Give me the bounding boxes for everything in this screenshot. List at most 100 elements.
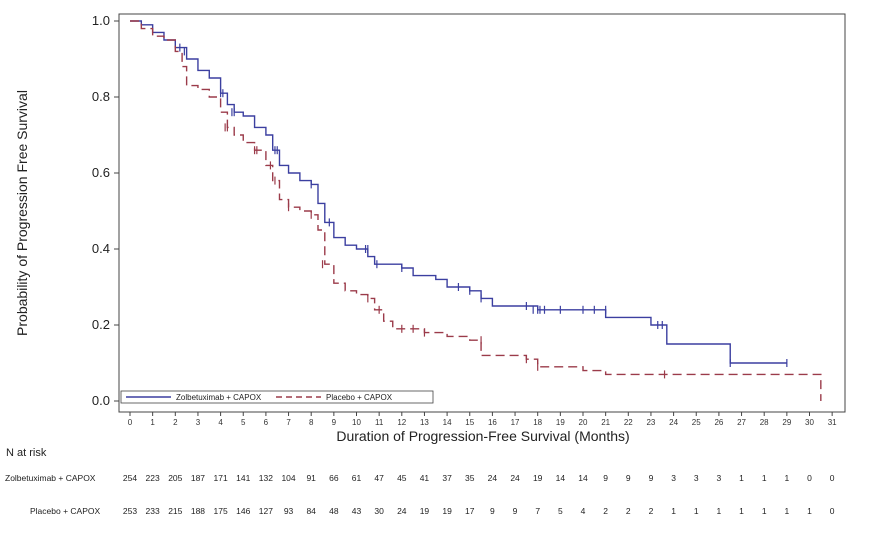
y-tick-label: 0.2 bbox=[92, 317, 110, 332]
y-tick-label: 0.0 bbox=[92, 393, 110, 408]
legend: Zolbetuximab + CAPOX Placebo + CAPOX bbox=[120, 390, 434, 404]
x-tick-label: 28 bbox=[760, 418, 769, 427]
risk-count: 3 bbox=[717, 473, 722, 483]
risk-count: 205 bbox=[168, 473, 182, 483]
x-axis-title: Duration of Progression-Free Survival (M… bbox=[336, 428, 629, 444]
y-tick-label: 0.6 bbox=[92, 165, 110, 180]
risk-count: 30 bbox=[374, 506, 384, 516]
x-tick-label: 2 bbox=[173, 418, 178, 427]
risk-count: 1 bbox=[671, 506, 676, 516]
y-axis-title: Probability of Progression Free Survival bbox=[14, 90, 30, 336]
risk-table-title: N at risk bbox=[6, 447, 47, 459]
risk-count: 254 bbox=[123, 473, 137, 483]
risk-count: 35 bbox=[465, 473, 475, 483]
risk-count: 9 bbox=[490, 506, 495, 516]
x-tick-label: 16 bbox=[488, 418, 497, 427]
risk-count: 0 bbox=[830, 473, 835, 483]
risk-count: 17 bbox=[465, 506, 475, 516]
curves bbox=[130, 20, 822, 401]
risk-count: 127 bbox=[259, 506, 273, 516]
x-tick-label: 15 bbox=[465, 418, 474, 427]
x-tick-label: 22 bbox=[624, 418, 633, 427]
risk-count: 1 bbox=[784, 473, 789, 483]
risk-row-label: Zolbetuximab + CAPOX bbox=[5, 473, 96, 483]
risk-count: 3 bbox=[694, 473, 699, 483]
risk-count: 1 bbox=[762, 506, 767, 516]
risk-count: 1 bbox=[784, 506, 789, 516]
risk-count: 2 bbox=[626, 506, 631, 516]
x-tick-label: 3 bbox=[196, 418, 201, 427]
risk-count: 14 bbox=[556, 473, 566, 483]
risk-count: 93 bbox=[284, 506, 294, 516]
x-tick-label: 14 bbox=[443, 418, 452, 427]
x-tick-label: 7 bbox=[286, 418, 291, 427]
risk-count: 4 bbox=[581, 506, 586, 516]
risk-count: 45 bbox=[397, 473, 407, 483]
risk-count: 9 bbox=[626, 473, 631, 483]
risk-count: 9 bbox=[603, 473, 608, 483]
risk-count: 1 bbox=[807, 506, 812, 516]
x-tick-label: 6 bbox=[264, 418, 269, 427]
x-tick-label: 12 bbox=[397, 418, 406, 427]
x-tick-label: 20 bbox=[579, 418, 588, 427]
risk-table: Zolbetuximab + CAPOX 254 223 205 187 171 141 13… bbox=[5, 473, 835, 516]
x-tick-label: 19 bbox=[556, 418, 565, 427]
risk-count: 146 bbox=[236, 506, 250, 516]
risk-count: 233 bbox=[146, 506, 160, 516]
risk-count: 24 bbox=[488, 473, 498, 483]
risk-count: 132 bbox=[259, 473, 273, 483]
risk-count: 19 bbox=[533, 473, 543, 483]
risk-count: 1 bbox=[739, 506, 744, 516]
risk-count: 14 bbox=[578, 473, 588, 483]
risk-count: 24 bbox=[510, 473, 520, 483]
y-tick-label: 1.0 bbox=[92, 13, 110, 28]
x-tick-label: 9 bbox=[332, 418, 337, 427]
x-tick-label: 23 bbox=[646, 418, 655, 427]
risk-count: 48 bbox=[329, 506, 339, 516]
risk-count: 3 bbox=[671, 473, 676, 483]
risk-count: 187 bbox=[191, 473, 205, 483]
x-tick-label: 29 bbox=[782, 418, 791, 427]
risk-count: 37 bbox=[442, 473, 452, 483]
x-tick-label: 31 bbox=[828, 418, 837, 427]
risk-count: 66 bbox=[329, 473, 339, 483]
risk-count: 2 bbox=[603, 506, 608, 516]
x-tick-label: 25 bbox=[692, 418, 701, 427]
y-tick-label: 0.4 bbox=[92, 241, 110, 256]
risk-count: 9 bbox=[513, 506, 518, 516]
risk-count: 2 bbox=[649, 506, 654, 516]
y-tick-label: 0.8 bbox=[92, 89, 110, 104]
risk-count: 175 bbox=[214, 506, 228, 516]
risk-count: 141 bbox=[236, 473, 250, 483]
risk-count: 43 bbox=[352, 506, 362, 516]
x-tick-label: 4 bbox=[218, 418, 223, 427]
risk-count: 0 bbox=[830, 506, 835, 516]
y-axis: 0.0 0.2 0.4 0.6 0.8 1.0 bbox=[92, 13, 119, 408]
x-tick-label: 24 bbox=[669, 418, 678, 427]
risk-count: 253 bbox=[123, 506, 137, 516]
risk-count: 19 bbox=[442, 506, 452, 516]
risk-count: 1 bbox=[739, 473, 744, 483]
x-tick-label: 13 bbox=[420, 418, 429, 427]
risk-count: 91 bbox=[306, 473, 316, 483]
x-tick-label: 0 bbox=[128, 418, 133, 427]
risk-count: 41 bbox=[420, 473, 430, 483]
risk-count: 5 bbox=[558, 506, 563, 516]
x-tick-label: 21 bbox=[601, 418, 610, 427]
legend-label: Placebo + CAPOX bbox=[326, 393, 393, 402]
risk-count: 24 bbox=[397, 506, 407, 516]
risk-count: 1 bbox=[694, 506, 699, 516]
risk-count: 223 bbox=[146, 473, 160, 483]
x-tick-label: 1 bbox=[150, 418, 155, 427]
risk-count: 61 bbox=[352, 473, 362, 483]
risk-count: 47 bbox=[374, 473, 384, 483]
x-tick-label: 17 bbox=[511, 418, 520, 427]
legend-label: Zolbetuximab + CAPOX bbox=[176, 393, 262, 402]
series-line-zolbetuximab bbox=[130, 20, 787, 364]
risk-count: 1 bbox=[762, 473, 767, 483]
x-tick-label: 5 bbox=[241, 418, 246, 427]
x-tick-label: 8 bbox=[309, 418, 314, 427]
x-tick-label: 18 bbox=[533, 418, 542, 427]
risk-count: 0 bbox=[807, 473, 812, 483]
risk-count: 188 bbox=[191, 506, 205, 516]
